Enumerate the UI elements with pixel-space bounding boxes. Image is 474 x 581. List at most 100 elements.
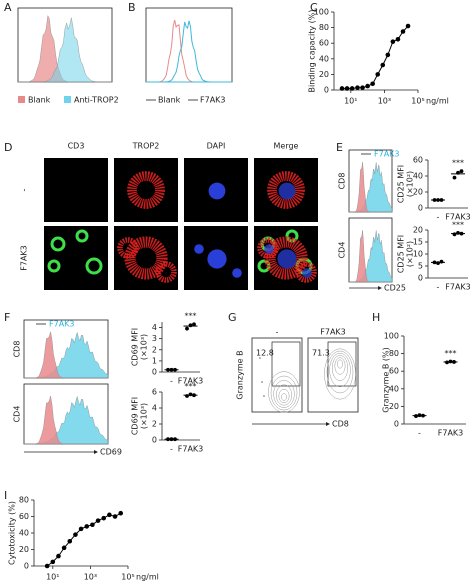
- contour: [337, 359, 343, 369]
- x-tick-label: -: [437, 213, 440, 222]
- y-axis-label: (×10³): [140, 403, 149, 429]
- y-tick-label: 5: [418, 262, 423, 271]
- dot: [166, 437, 170, 442]
- x-axis-label: CD69: [100, 448, 122, 457]
- y-tick-label: 15: [413, 238, 423, 247]
- dot: [436, 261, 440, 266]
- histogram: [24, 396, 109, 445]
- significance: ***: [185, 382, 197, 391]
- red-signal: [127, 171, 165, 209]
- point: [390, 39, 396, 44]
- green-signal: [85, 257, 103, 275]
- y-tick-label: 0: [324, 86, 329, 95]
- point: [405, 23, 411, 29]
- y-tick-label: 2: [152, 420, 157, 429]
- point: [84, 524, 90, 529]
- histogram: [18, 17, 112, 83]
- gate-title: -: [276, 328, 279, 337]
- y-tick-label: 0: [418, 274, 423, 283]
- point: [385, 52, 391, 58]
- y-tick-label: 20: [389, 402, 399, 411]
- y-tick-label: 60: [19, 512, 29, 521]
- blue-signal: [194, 244, 204, 254]
- legend-text: F7AK3: [374, 150, 400, 159]
- y-tick-label: 40: [389, 384, 399, 393]
- y-tick-label: 40: [319, 54, 329, 63]
- dot: [166, 367, 170, 372]
- y-tick-label: 40: [19, 529, 29, 538]
- y-tick-label: 80: [319, 23, 329, 32]
- significance: ***: [445, 349, 457, 358]
- blue-signal: [208, 182, 226, 200]
- dot: [421, 413, 425, 418]
- contour: [275, 384, 293, 406]
- histogram: [146, 20, 232, 83]
- point: [61, 545, 67, 551]
- point: [400, 29, 406, 34]
- dot: [448, 359, 453, 364]
- y-tick-label: 80: [389, 349, 399, 358]
- x-tick-label: 10³: [84, 573, 97, 581]
- panel-label: H: [372, 311, 380, 324]
- legend-text: F7AK3: [49, 320, 75, 329]
- histogram-label: CD8: [13, 341, 22, 358]
- x-tick-label: -: [437, 283, 440, 292]
- point: [360, 85, 365, 90]
- event: [261, 381, 263, 383]
- y-axis-label: Granzyme B (%): [382, 347, 391, 413]
- dot: [459, 231, 464, 236]
- point: [380, 62, 386, 68]
- y-axis-label: Cytotoxicity (%): [8, 501, 17, 565]
- y-tick-label: 20: [319, 70, 329, 79]
- y-tick-label: 4: [152, 323, 157, 332]
- plot-frame: [145, 7, 233, 83]
- red-signal: [264, 236, 308, 280]
- x-tick-label: F7AK3: [438, 429, 464, 438]
- y-tick-label: 6: [152, 388, 157, 397]
- point: [78, 526, 84, 532]
- histogram-label: CD8: [338, 173, 347, 190]
- y-tick-label: 2: [152, 345, 157, 354]
- dot: [445, 360, 449, 365]
- point: [395, 37, 401, 42]
- point: [355, 85, 360, 90]
- histogram: [349, 230, 392, 283]
- point: [90, 522, 95, 528]
- gate-value: 12.8: [256, 349, 274, 358]
- significance: ***: [185, 312, 197, 321]
- point: [344, 86, 350, 91]
- panel-label: B: [128, 1, 136, 14]
- panel-label: G: [228, 311, 237, 324]
- panel-label: A: [4, 1, 12, 14]
- dot: [192, 393, 196, 398]
- red-signal: [295, 261, 317, 283]
- y-tick-label: 3: [152, 334, 157, 343]
- point: [339, 86, 345, 91]
- dot: [192, 322, 196, 327]
- green-signal: [50, 236, 66, 252]
- legend-text: Blank: [28, 96, 51, 105]
- dot: [432, 198, 437, 202]
- y-tick-label: 0: [418, 204, 423, 213]
- contour: [278, 388, 290, 404]
- blue-signal: [278, 182, 296, 200]
- gate-title: F7AK3: [320, 328, 346, 337]
- x-unit: ng/ml: [426, 97, 449, 106]
- legend-text: Anti-TROP2: [74, 96, 119, 105]
- y-tick-label: 4: [152, 404, 157, 413]
- significance: ***: [452, 220, 464, 229]
- micrograph: [44, 158, 108, 222]
- dot: [169, 367, 174, 372]
- y-axis-label: CD69 MFI: [131, 397, 140, 435]
- blue-signal: [277, 249, 297, 269]
- panel-label: F: [4, 311, 10, 324]
- histogram: [24, 331, 109, 379]
- point: [349, 86, 355, 91]
- green-signal: [47, 259, 61, 273]
- curve: [342, 25, 409, 89]
- panel-label: E: [336, 141, 343, 154]
- y-axis-label: (×10³): [140, 334, 149, 360]
- blue-signal: [232, 268, 242, 278]
- dot: [439, 198, 444, 202]
